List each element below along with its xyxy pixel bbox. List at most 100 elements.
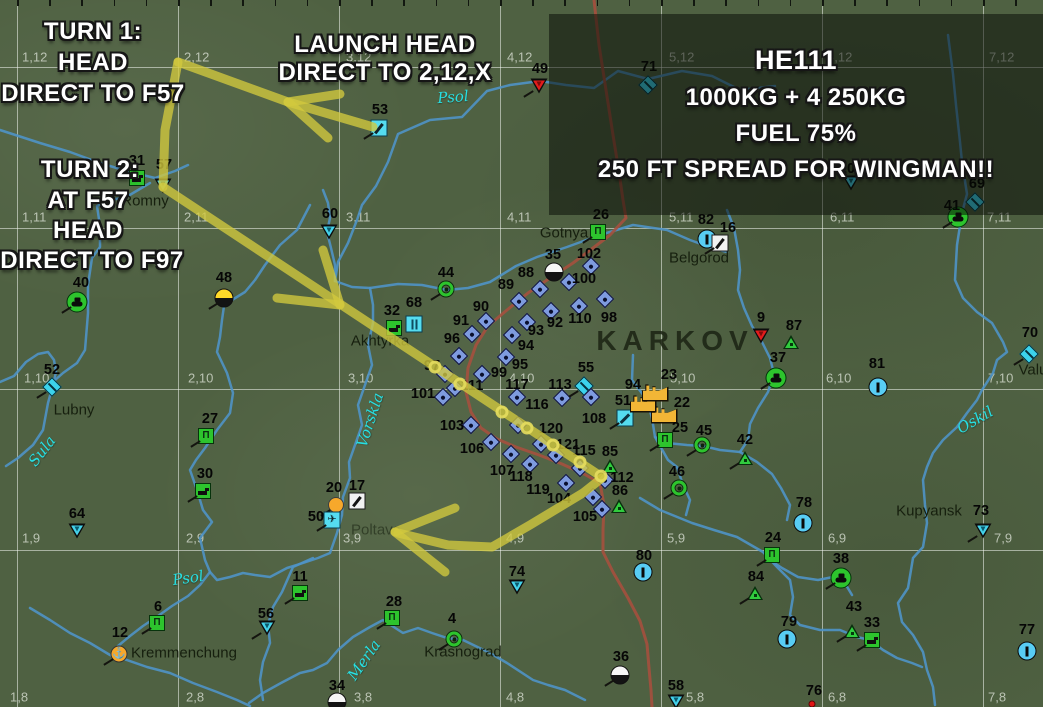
map-marker-77[interactable] <box>1017 641 1037 661</box>
map-marker-70[interactable] <box>1019 344 1039 364</box>
marker-leader-tick <box>36 391 47 399</box>
marker-number-label: 30 <box>196 466 214 482</box>
marker-number-label: 84 <box>747 569 765 585</box>
map-marker-78[interactable] <box>793 513 813 533</box>
grid-cell-label: 7,10 <box>988 370 1014 386</box>
marker-number-label: 74 <box>508 564 526 580</box>
map-marker-68[interactable] <box>405 315 423 333</box>
marker-number-label: 97 <box>423 358 441 374</box>
map-marker-38[interactable] <box>830 567 852 589</box>
grid-cell-label: 6,10 <box>826 370 852 386</box>
marker-number-label: 27 <box>201 411 219 427</box>
map-marker-9[interactable] <box>752 328 770 344</box>
marker-leader-tick <box>729 462 740 470</box>
map-marker-91[interactable] <box>462 324 482 344</box>
ruler-tick <box>306 0 309 6</box>
map-marker-86[interactable] <box>611 499 627 513</box>
grid-cell-label: 6,9 <box>828 530 847 546</box>
map-marker-60[interactable] <box>320 224 338 240</box>
map-marker-80[interactable] <box>633 562 653 582</box>
town-label-gotnya: Gotnya <box>539 224 589 242</box>
marker-leader-tick <box>663 492 674 500</box>
map-marker-58[interactable] <box>667 694 685 707</box>
map-marker-116[interactable] <box>508 415 528 435</box>
ruler-tick <box>403 0 405 6</box>
map-marker-76[interactable] <box>808 700 816 707</box>
ruler-tick <box>950 0 953 6</box>
tank-unit-circle-icon <box>765 367 787 389</box>
enemy-unit-diamond-icon <box>449 346 469 366</box>
map-marker-101[interactable] <box>433 387 453 407</box>
marker-number-label: 87 <box>785 318 803 334</box>
map-marker-40[interactable] <box>66 291 88 313</box>
ruler-tick <box>210 0 212 6</box>
marker-number-label: 38 <box>832 551 850 567</box>
map-marker-106[interactable] <box>481 432 501 452</box>
tank-unit-circle-icon <box>66 291 88 313</box>
map-marker-90[interactable] <box>476 311 496 331</box>
map-marker-105[interactable] <box>592 499 612 519</box>
info-fuel: FUEL 75% <box>735 120 857 147</box>
marker-number-label: 51 <box>614 393 632 409</box>
map-marker-94[interactable] <box>502 325 522 345</box>
landing-zone-triangle-icon <box>154 178 172 194</box>
landing-zone-triangle-icon <box>508 579 526 595</box>
recon-diamond-icon <box>1019 344 1039 364</box>
map-marker-107[interactable] <box>501 444 521 464</box>
recon-diamond-icon <box>42 377 62 397</box>
map-marker-89[interactable] <box>509 291 529 311</box>
grid-line-horizontal <box>0 550 1043 551</box>
marker-number-label: 117 <box>505 377 529 393</box>
marker-number-label: 85 <box>601 444 619 460</box>
marker-number-label: 103 <box>439 418 465 434</box>
map-marker-81[interactable] <box>868 377 888 397</box>
map-marker-52[interactable] <box>42 377 62 397</box>
map-marker-87[interactable] <box>783 335 799 349</box>
map-marker-37[interactable] <box>765 367 787 389</box>
enemy-unit-diamond-icon <box>530 279 550 299</box>
marker-number-label: 115 <box>572 443 596 459</box>
ruler-tick <box>757 0 760 6</box>
map-marker-96[interactable] <box>449 346 469 366</box>
map-marker-108[interactable] <box>581 387 601 407</box>
marker-number-label: 24 <box>764 530 782 546</box>
marker-leader-tick <box>686 449 697 457</box>
map-marker-36[interactable] <box>610 665 630 685</box>
map-marker-103[interactable] <box>461 415 481 435</box>
marker-number-label: 4 <box>447 611 457 627</box>
map-marker-32[interactable] <box>386 320 402 336</box>
map-marker-57[interactable] <box>154 178 172 194</box>
enemy-unit-diamond-icon <box>481 432 501 452</box>
map-marker-113[interactable] <box>552 388 572 408</box>
map-marker-111[interactable] <box>445 378 465 398</box>
marker-number-label: 53 <box>371 102 389 118</box>
map-marker-35[interactable] <box>544 262 564 282</box>
infantry-circle-icon <box>1017 641 1037 661</box>
map-marker-115[interactable] <box>570 458 590 478</box>
vehicle-column-square-icon <box>386 320 402 336</box>
map-marker-120[interactable] <box>531 434 551 454</box>
map-marker-95[interactable] <box>496 347 516 367</box>
map-marker-23[interactable] <box>641 384 669 402</box>
map-marker-74[interactable] <box>508 579 526 595</box>
map-marker-119[interactable] <box>556 473 576 493</box>
infantry-circle-icon <box>868 377 888 397</box>
marker-number-label: 23 <box>660 367 678 383</box>
ruler-tick <box>789 0 792 6</box>
marker-number-label: 34 <box>328 678 346 694</box>
info-aircraft: HE111 <box>754 45 838 75</box>
marker-number-label: 90 <box>472 299 490 315</box>
map-marker-79[interactable] <box>777 629 797 649</box>
marker-number-label: 92 <box>546 315 564 331</box>
map-marker-17[interactable] <box>348 492 366 510</box>
info-spread: 250 FT SPREAD FOR WINGMAN!! <box>597 156 995 183</box>
map-marker-97[interactable] <box>435 364 455 384</box>
map-marker-88[interactable] <box>530 279 550 299</box>
map-marker-98[interactable] <box>595 289 615 309</box>
map-marker-48[interactable] <box>214 288 234 308</box>
marker-number-label: 76 <box>805 683 823 699</box>
marker-number-label: 40 <box>72 275 90 291</box>
marker-number-label: 43 <box>845 599 863 615</box>
map-marker-64[interactable] <box>68 523 86 539</box>
